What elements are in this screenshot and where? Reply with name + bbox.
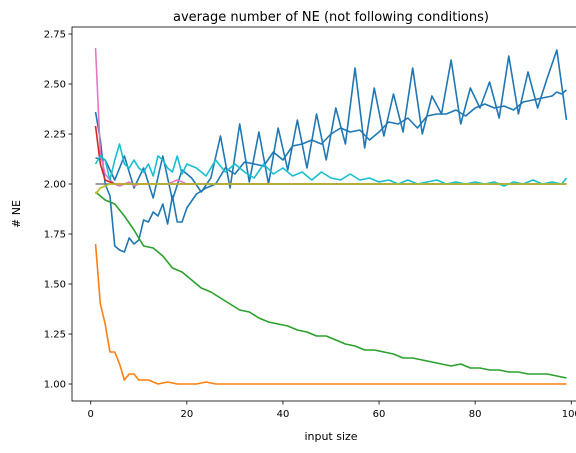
series-layer <box>94 47 568 385</box>
x-axis: 0 20 40 60 80 100 <box>88 401 576 420</box>
series-line-2 <box>95 49 568 201</box>
y-tick-label: 2.75 <box>44 30 66 41</box>
x-axis-label: input size <box>304 430 357 443</box>
x-tick-label: 20 <box>180 409 193 420</box>
series-line-3 <box>94 243 567 385</box>
y-axis: 1.00 1.25 1.50 1.75 2.00 2.25 2.50 2.75 <box>44 30 72 391</box>
series-line-4 <box>95 191 567 379</box>
y-tick-label: 2.25 <box>44 130 66 141</box>
plot-frame <box>71 26 576 402</box>
series-line-8 <box>94 143 568 187</box>
chart-title: average number of NE (not following cond… <box>173 10 489 25</box>
y-tick-label: 1.50 <box>44 280 66 291</box>
y-tick-label: 1.00 <box>44 380 66 391</box>
y-tick-label: 2.50 <box>44 80 66 91</box>
x-tick-label: 100 <box>562 409 576 420</box>
y-tick-label: 1.25 <box>44 330 66 341</box>
y-axis-label: # NE <box>10 200 23 228</box>
series-line-9 <box>94 183 567 195</box>
y-tick-label: 1.75 <box>44 230 66 241</box>
x-tick-label: 80 <box>469 409 482 420</box>
x-tick-label: 40 <box>277 409 290 420</box>
y-tick-label: 2.00 <box>44 180 66 191</box>
x-tick-label: 0 <box>88 409 94 420</box>
x-tick-label: 60 <box>373 409 386 420</box>
